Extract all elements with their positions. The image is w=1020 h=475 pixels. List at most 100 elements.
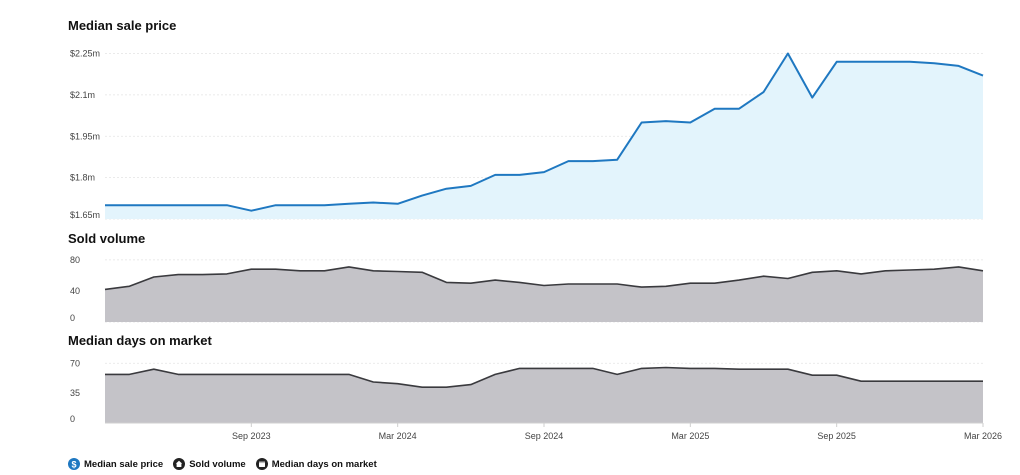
data-point[interactable] — [224, 202, 230, 208]
data-point[interactable] — [956, 264, 962, 270]
data-point[interactable] — [687, 120, 693, 126]
data-point[interactable] — [858, 59, 864, 65]
data-point[interactable] — [322, 371, 328, 377]
data-point[interactable] — [590, 281, 596, 287]
data-point[interactable] — [322, 202, 328, 208]
data-point[interactable] — [151, 366, 157, 372]
data-point[interactable] — [273, 266, 279, 272]
data-point[interactable] — [956, 63, 962, 69]
data-point[interactable] — [297, 371, 303, 377]
data-point[interactable] — [663, 118, 669, 124]
data-point[interactable] — [931, 266, 937, 272]
data-point[interactable] — [468, 183, 474, 189]
data-point[interactable] — [200, 202, 206, 208]
data-point[interactable] — [639, 120, 645, 126]
data-point[interactable] — [102, 202, 108, 208]
data-point[interactable] — [175, 371, 181, 377]
data-point[interactable] — [419, 384, 425, 390]
data-point[interactable] — [443, 279, 449, 285]
data-point[interactable] — [248, 266, 254, 272]
data-point[interactable] — [151, 202, 157, 208]
data-point[interactable] — [492, 277, 498, 283]
data-point[interactable] — [175, 272, 181, 278]
data-point[interactable] — [907, 378, 913, 384]
data-point[interactable] — [687, 280, 693, 286]
data-point[interactable] — [322, 268, 328, 274]
data-point[interactable] — [858, 271, 864, 277]
data-point[interactable] — [931, 378, 937, 384]
data-point[interactable] — [882, 268, 888, 274]
data-point[interactable] — [151, 274, 157, 280]
data-point[interactable] — [297, 268, 303, 274]
data-point[interactable] — [346, 371, 352, 377]
data-point[interactable] — [785, 51, 791, 57]
data-point[interactable] — [761, 89, 767, 95]
data-point[interactable] — [590, 158, 596, 164]
data-point[interactable] — [126, 202, 132, 208]
data-point[interactable] — [517, 172, 523, 178]
data-point[interactable] — [200, 371, 206, 377]
data-point[interactable] — [346, 264, 352, 270]
data-point[interactable] — [443, 384, 449, 390]
data-point[interactable] — [614, 371, 620, 377]
data-point[interactable] — [492, 371, 498, 377]
data-point[interactable] — [541, 169, 547, 175]
data-point[interactable] — [858, 378, 864, 384]
data-point[interactable] — [882, 59, 888, 65]
data-point[interactable] — [639, 365, 645, 371]
data-point[interactable] — [614, 157, 620, 163]
data-point[interactable] — [395, 381, 401, 387]
data-point[interactable] — [809, 269, 815, 275]
data-point[interactable] — [248, 371, 254, 377]
data-point[interactable] — [102, 371, 108, 377]
data-point[interactable] — [687, 365, 693, 371]
data-point[interactable] — [834, 372, 840, 378]
data-point[interactable] — [956, 378, 962, 384]
data-point[interactable] — [468, 382, 474, 388]
data-point[interactable] — [712, 106, 718, 112]
data-point[interactable] — [785, 366, 791, 372]
data-point[interactable] — [736, 277, 742, 283]
data-point[interactable] — [224, 371, 230, 377]
data-point[interactable] — [834, 268, 840, 274]
data-point[interactable] — [273, 202, 279, 208]
data-point[interactable] — [980, 378, 986, 384]
data-point[interactable] — [736, 366, 742, 372]
data-point[interactable] — [834, 59, 840, 65]
data-point[interactable] — [809, 372, 815, 378]
data-point[interactable] — [565, 281, 571, 287]
data-point[interactable] — [370, 200, 376, 206]
data-point[interactable] — [541, 283, 547, 289]
data-point[interactable] — [785, 276, 791, 282]
data-point[interactable] — [395, 269, 401, 275]
data-point[interactable] — [907, 267, 913, 273]
data-point[interactable] — [370, 379, 376, 385]
data-point[interactable] — [882, 378, 888, 384]
data-point[interactable] — [761, 273, 767, 279]
data-point[interactable] — [468, 280, 474, 286]
data-point[interactable] — [200, 272, 206, 278]
legend-item-median-sale-price[interactable]: $ Median sale price — [68, 458, 163, 470]
data-point[interactable] — [761, 366, 767, 372]
data-point[interactable] — [663, 283, 669, 289]
data-point[interactable] — [395, 201, 401, 207]
data-point[interactable] — [370, 268, 376, 274]
data-point[interactable] — [565, 158, 571, 164]
data-point[interactable] — [736, 106, 742, 112]
data-point[interactable] — [443, 186, 449, 192]
data-point[interactable] — [492, 172, 498, 178]
data-point[interactable] — [419, 269, 425, 275]
data-point[interactable] — [931, 60, 937, 66]
data-point[interactable] — [419, 193, 425, 199]
data-point[interactable] — [980, 268, 986, 274]
data-point[interactable] — [273, 371, 279, 377]
data-point[interactable] — [102, 286, 108, 292]
data-point[interactable] — [565, 365, 571, 371]
legend-item-median-days-on-market[interactable]: Median days on market — [255, 458, 377, 470]
data-point[interactable] — [517, 279, 523, 285]
data-point[interactable] — [809, 95, 815, 101]
data-point[interactable] — [517, 365, 523, 371]
data-point[interactable] — [980, 73, 986, 79]
data-point[interactable] — [663, 365, 669, 371]
data-point[interactable] — [590, 365, 596, 371]
